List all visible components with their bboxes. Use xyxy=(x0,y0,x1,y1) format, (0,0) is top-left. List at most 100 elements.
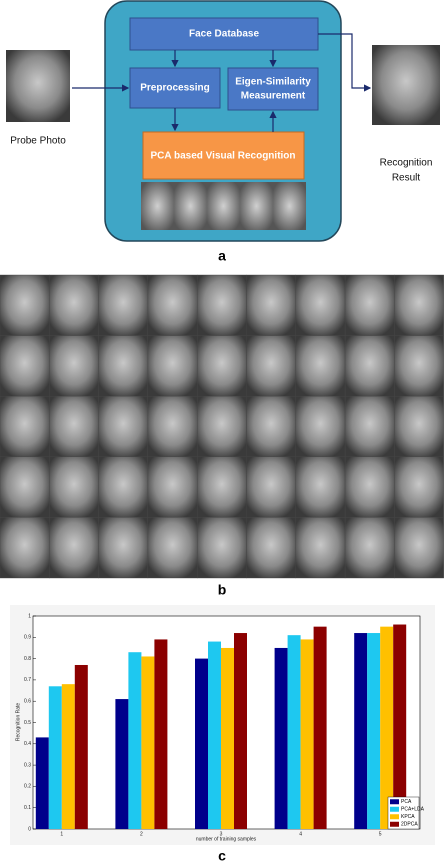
face-photo xyxy=(295,335,346,397)
face-photo xyxy=(196,335,247,397)
bar xyxy=(74,664,88,829)
y-tick-label: 0.3 xyxy=(24,762,31,768)
face-photo xyxy=(49,274,99,336)
system-box xyxy=(104,0,342,242)
face-photo xyxy=(98,335,149,397)
face-photo xyxy=(98,517,149,579)
bar xyxy=(115,699,129,829)
face-photo xyxy=(147,335,198,397)
face-photo xyxy=(98,396,149,458)
face-photo xyxy=(147,274,198,336)
x-tick-label: 2 xyxy=(140,831,143,837)
result-caption: Result xyxy=(392,173,421,184)
face-photo xyxy=(0,274,50,336)
face-photo xyxy=(196,274,247,336)
face-photo xyxy=(295,274,346,336)
bar xyxy=(274,647,288,829)
face-photo xyxy=(0,335,50,397)
face-photo xyxy=(295,396,346,458)
legend-swatch xyxy=(390,814,399,820)
face-photo xyxy=(344,335,395,397)
bar xyxy=(35,737,49,829)
y-tick-label: 0.8 xyxy=(24,656,31,662)
legend-label: PCA xyxy=(401,799,412,805)
bar xyxy=(287,635,301,829)
face-photo xyxy=(344,517,395,579)
result-photo xyxy=(372,45,440,125)
bar xyxy=(234,633,247,829)
panel-label: a xyxy=(218,248,226,264)
bar xyxy=(221,647,234,829)
face-photo xyxy=(196,456,247,518)
legend-label: PCA+LDA xyxy=(401,807,425,813)
eigen-label: Eigen-Similarity xyxy=(235,77,311,88)
y-tick-label: 0.1 xyxy=(24,805,31,811)
y-tick-label: 0.9 xyxy=(24,635,31,641)
face-photo xyxy=(147,396,198,458)
face-grid xyxy=(0,274,444,579)
face-photo xyxy=(98,456,149,518)
legend-swatch xyxy=(390,821,399,827)
face-photo xyxy=(344,456,395,518)
y-axis-label: Recognition Rate xyxy=(15,703,21,742)
bar xyxy=(48,686,62,829)
y-tick-label: 1 xyxy=(28,613,31,619)
face-photo xyxy=(0,396,50,458)
bar xyxy=(61,684,75,829)
preprocessing-label: Preprocessing xyxy=(140,83,209,94)
bar xyxy=(313,626,327,829)
legend-swatch xyxy=(390,799,399,805)
bar xyxy=(300,639,314,829)
eigenfaces xyxy=(141,182,306,230)
face-photo xyxy=(295,517,346,579)
y-tick-label: 0.4 xyxy=(24,741,31,747)
face-photo xyxy=(394,335,444,397)
arrows xyxy=(72,33,372,132)
face-photo xyxy=(0,517,50,579)
pca-box xyxy=(142,131,305,180)
face-photo xyxy=(196,396,247,458)
face-photo xyxy=(246,335,296,397)
bar xyxy=(128,652,142,829)
bar xyxy=(154,639,168,829)
bar xyxy=(354,633,368,829)
face-photo xyxy=(394,456,444,518)
face-photo xyxy=(49,517,99,579)
face-photo xyxy=(295,456,346,518)
face-photo xyxy=(394,274,444,336)
panel-label: b xyxy=(218,582,227,598)
preprocessing-box xyxy=(129,67,221,109)
bar xyxy=(208,641,221,829)
face-photo xyxy=(394,396,444,458)
y-tick-label: 0.6 xyxy=(24,699,31,705)
x-tick-label: 3 xyxy=(220,831,223,837)
result-caption: Recognition xyxy=(380,158,433,169)
face-photo xyxy=(394,517,444,579)
face-photo xyxy=(246,396,296,458)
bar xyxy=(393,624,407,829)
x-axis-label: number of training samples xyxy=(196,836,257,842)
bar xyxy=(141,656,155,829)
probe-caption: Probe Photo xyxy=(10,136,66,147)
face-photo xyxy=(49,456,99,518)
legend-label: KPCA xyxy=(401,814,415,820)
y-tick-label: 0.2 xyxy=(24,784,31,790)
probe-photo xyxy=(6,50,70,122)
eigen-label: Measurement xyxy=(241,91,306,102)
x-tick-label: 5 xyxy=(379,831,382,837)
y-tick-label: 0.7 xyxy=(24,677,31,683)
face-photo xyxy=(147,456,198,518)
face-database-box xyxy=(129,17,319,51)
panel-label: c xyxy=(218,848,226,864)
y-tick-label: 0 xyxy=(28,826,31,832)
face-photo xyxy=(98,274,149,336)
bar xyxy=(195,658,208,829)
face-photo xyxy=(246,274,296,336)
face-photo xyxy=(0,456,50,518)
face-photo xyxy=(49,396,99,458)
legend-swatch xyxy=(390,806,399,812)
eigen-box xyxy=(227,67,319,111)
y-tick-label: 0.5 xyxy=(24,720,31,726)
legend-label: 2DPCA xyxy=(401,822,418,828)
